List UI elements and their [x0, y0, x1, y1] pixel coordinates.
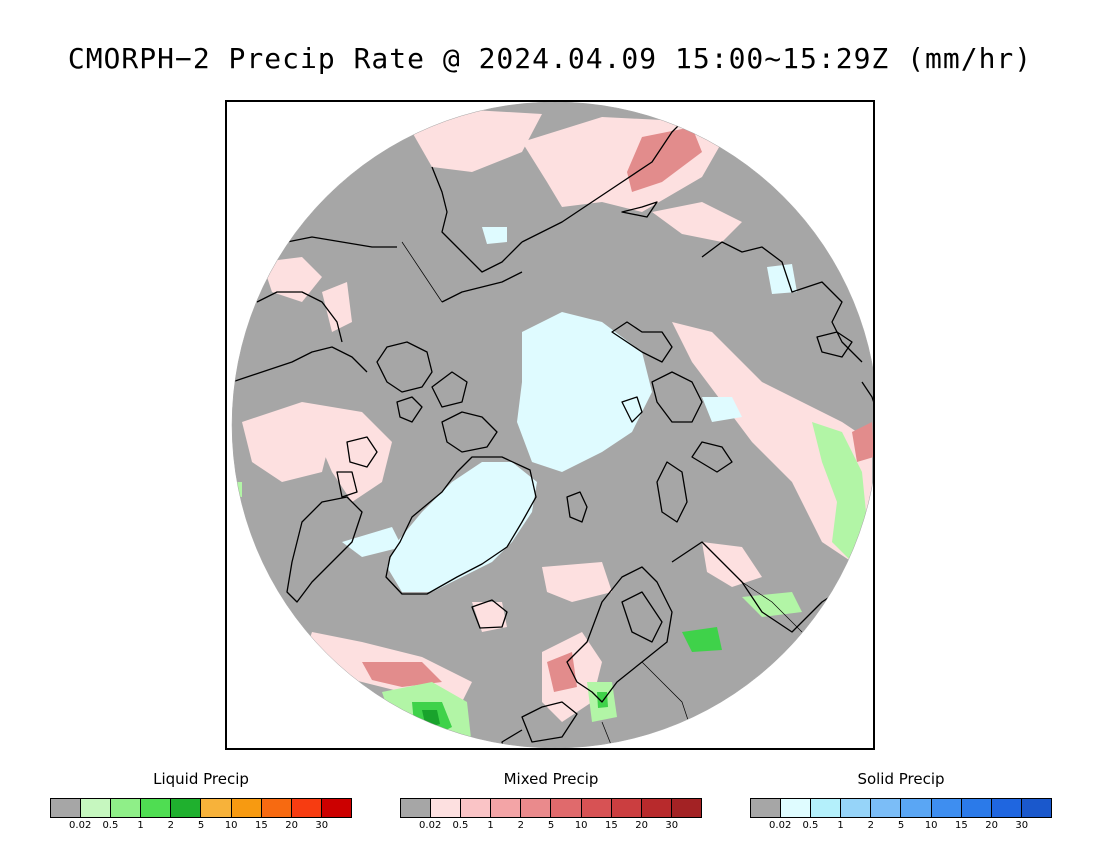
legend-title: Liquid Precip: [153, 770, 249, 788]
legend-title: Mixed Precip: [503, 770, 599, 788]
color-bar: [50, 798, 352, 818]
legend-swatch: [401, 799, 432, 817]
legend-swatch: [931, 799, 962, 817]
legend-swatch: [811, 799, 842, 817]
legend-swatch: [551, 799, 582, 817]
tick-labels: 0.02 0.5 1 2 5 10 15 20 30: [750, 818, 1052, 832]
legend-tick-label: 0.02: [769, 820, 792, 831]
color-bar: [400, 798, 702, 818]
solid-precip-areas: [342, 227, 797, 592]
legend-swatch: [231, 799, 262, 817]
legend-tick-label: 10: [224, 820, 238, 831]
tick-labels: 0.02 0.5 1 2 5 10 15 20 30: [50, 818, 352, 832]
coastlines: [232, 121, 873, 748]
legend-tick-label: 2: [167, 820, 174, 831]
legend-swatch: [261, 799, 292, 817]
legend-tick-label: 2: [517, 820, 524, 831]
legend-swatch: [81, 799, 112, 817]
political-borders: [401, 241, 803, 748]
legend-swatch: [991, 799, 1022, 817]
legend-tick-label: 5: [547, 820, 555, 831]
legend-tick-label: 1: [487, 820, 494, 831]
legend-swatch: [141, 799, 172, 817]
map-title: CMORPH−2 Precip Rate @ 2024.04.09 15:00~…: [67, 42, 1033, 75]
legend-tick-label: 1: [137, 820, 144, 831]
legend-swatch: [51, 799, 82, 817]
legend-tick-label: 5: [197, 820, 205, 831]
map-disc-outline: [231, 102, 873, 748]
legend-tick-label: 15: [255, 820, 268, 831]
legend-tick-label: 10: [924, 820, 938, 831]
legend-swatch: [611, 799, 642, 817]
legend-tick-label: 5: [897, 820, 905, 831]
legend-tick-label: 15: [605, 820, 618, 831]
legend-swatch: [1021, 799, 1051, 817]
legend-swatch: [581, 799, 612, 817]
legend-liquid-precip: Liquid Precip 0.02 0.5 1 2 5 10 15 20 30: [50, 770, 352, 832]
map-frame: [225, 100, 875, 750]
legend-swatch: [201, 799, 232, 817]
legend-tick-label: 20: [985, 820, 998, 831]
legend-swatch: [961, 799, 992, 817]
legend-mixed-precip: Mixed Precip 0.02 0.5 1 2 5 10 15 20 30: [400, 770, 702, 832]
legend-tick-label: 2: [867, 820, 874, 831]
legend-swatch: [901, 799, 932, 817]
polar-map: [231, 102, 873, 748]
legend-swatch: [111, 799, 142, 817]
legend-swatch: [431, 799, 462, 817]
legend-swatch: [521, 799, 552, 817]
legend-swatch: [751, 799, 782, 817]
legend-swatch: [781, 799, 812, 817]
mixed-precip-heavier: [362, 127, 873, 692]
tick-labels: 0.02 0.5 1 2 5 10 15 20 30: [400, 818, 702, 832]
legend-swatch: [321, 799, 351, 817]
legend-solid-precip: Solid Precip 0.02 0.5 1 2 5 10 15 20 30: [750, 770, 1052, 832]
legend-swatch: [641, 799, 672, 817]
legend-tick-label: 30: [665, 820, 679, 831]
legend-tick-label: 30: [315, 820, 329, 831]
legend-swatch: [491, 799, 522, 817]
legend-swatch: [291, 799, 322, 817]
legend-title: Solid Precip: [857, 770, 945, 788]
color-bar: [750, 798, 1052, 818]
legend-tick-label: 1: [837, 820, 844, 831]
legend-swatch: [871, 799, 902, 817]
legend-swatch: [461, 799, 492, 817]
legend-tick-label: 20: [635, 820, 648, 831]
legend-tick-label: 0.5: [452, 820, 469, 831]
legend-tick-label: 15: [955, 820, 968, 831]
legend-tick-label: 0.5: [102, 820, 119, 831]
legend-tick-label: 0.02: [419, 820, 442, 831]
legend-tick-label: 20: [285, 820, 298, 831]
legend-swatch: [671, 799, 701, 817]
legend-tick-label: 30: [1015, 820, 1029, 831]
legend-tick-label: 10: [574, 820, 588, 831]
legend-tick-label: 0.5: [802, 820, 819, 831]
legend-swatch: [841, 799, 872, 817]
legend-swatch: [171, 799, 202, 817]
legend-tick-label: 0.02: [69, 820, 92, 831]
